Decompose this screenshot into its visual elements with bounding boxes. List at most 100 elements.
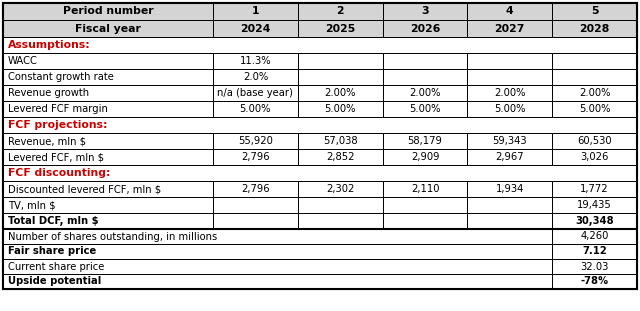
- Bar: [213, 149, 298, 165]
- Bar: [383, 85, 467, 101]
- Bar: [383, 3, 467, 20]
- Text: 55,920: 55,920: [238, 136, 273, 146]
- Bar: [552, 3, 637, 20]
- Bar: [298, 213, 383, 229]
- Text: Assumptions:: Assumptions:: [8, 40, 91, 50]
- Text: FCF discounting:: FCF discounting:: [8, 168, 111, 178]
- Bar: [3, 117, 637, 133]
- Bar: [298, 69, 383, 85]
- Bar: [298, 133, 383, 149]
- Bar: [3, 53, 213, 69]
- Bar: [3, 37, 637, 53]
- Bar: [552, 53, 637, 69]
- Text: 2: 2: [337, 7, 344, 16]
- Text: Fiscal year: Fiscal year: [75, 24, 141, 34]
- Text: Revenue growth: Revenue growth: [8, 88, 89, 98]
- Bar: [383, 69, 467, 85]
- Text: 5.00%: 5.00%: [494, 104, 525, 114]
- Bar: [467, 20, 552, 37]
- Bar: [3, 133, 213, 149]
- Bar: [552, 101, 637, 117]
- Bar: [467, 69, 552, 85]
- Text: 1,934: 1,934: [495, 184, 524, 194]
- Bar: [467, 133, 552, 149]
- Text: 11.3%: 11.3%: [239, 56, 271, 66]
- Text: Levered FCF margin: Levered FCF margin: [8, 104, 108, 114]
- Bar: [213, 197, 298, 213]
- Bar: [552, 244, 637, 259]
- Text: 3: 3: [421, 7, 429, 16]
- Text: 2,852: 2,852: [326, 152, 355, 162]
- Bar: [552, 197, 637, 213]
- Bar: [467, 85, 552, 101]
- Bar: [552, 133, 637, 149]
- Text: Upside potential: Upside potential: [8, 276, 101, 286]
- Bar: [213, 69, 298, 85]
- Bar: [3, 197, 213, 213]
- Bar: [3, 69, 213, 85]
- Bar: [3, 149, 213, 165]
- Bar: [467, 149, 552, 165]
- Text: Constant growth rate: Constant growth rate: [8, 72, 114, 82]
- Bar: [552, 259, 637, 274]
- Bar: [383, 53, 467, 69]
- Text: Discounted levered FCF, mln $: Discounted levered FCF, mln $: [8, 184, 161, 194]
- Text: 2.00%: 2.00%: [324, 88, 356, 98]
- Bar: [552, 69, 637, 85]
- Bar: [552, 229, 637, 244]
- Text: 5: 5: [591, 7, 598, 16]
- Text: TV, mln $: TV, mln $: [8, 200, 56, 210]
- Text: 1: 1: [252, 7, 259, 16]
- Bar: [298, 20, 383, 37]
- Text: Period number: Period number: [63, 7, 154, 16]
- Bar: [383, 181, 467, 197]
- Text: 59,343: 59,343: [493, 136, 527, 146]
- Text: Fair share price: Fair share price: [8, 247, 96, 257]
- Bar: [552, 20, 637, 37]
- Bar: [383, 197, 467, 213]
- Bar: [552, 149, 637, 165]
- Text: 2025: 2025: [325, 24, 355, 34]
- Bar: [298, 101, 383, 117]
- Text: 2,302: 2,302: [326, 184, 355, 194]
- Bar: [467, 53, 552, 69]
- Text: 2,110: 2,110: [411, 184, 439, 194]
- Text: 2,909: 2,909: [411, 152, 439, 162]
- Text: 4,260: 4,260: [580, 231, 609, 242]
- Bar: [298, 85, 383, 101]
- Bar: [3, 181, 213, 197]
- Text: Revenue, mln $: Revenue, mln $: [8, 136, 86, 146]
- Bar: [3, 274, 552, 289]
- Text: 2.00%: 2.00%: [579, 88, 611, 98]
- Text: 32.03: 32.03: [580, 262, 609, 272]
- Text: 3,026: 3,026: [580, 152, 609, 162]
- Bar: [3, 165, 637, 181]
- Text: 57,038: 57,038: [323, 136, 358, 146]
- Text: 19,435: 19,435: [577, 200, 612, 210]
- Bar: [467, 3, 552, 20]
- Text: 30,348: 30,348: [575, 216, 614, 226]
- Bar: [383, 20, 467, 37]
- Text: Number of shares outstanding, in millions: Number of shares outstanding, in million…: [8, 231, 217, 242]
- Bar: [383, 149, 467, 165]
- Text: 2026: 2026: [410, 24, 440, 34]
- Text: Total DCF, mln $: Total DCF, mln $: [8, 216, 99, 226]
- Bar: [3, 85, 213, 101]
- Text: Levered FCF, mln $: Levered FCF, mln $: [8, 152, 104, 162]
- Bar: [213, 181, 298, 197]
- Text: 2.00%: 2.00%: [494, 88, 525, 98]
- Text: 2028: 2028: [579, 24, 610, 34]
- Bar: [552, 274, 637, 289]
- Bar: [3, 229, 552, 244]
- Text: 2,796: 2,796: [241, 184, 269, 194]
- Bar: [467, 181, 552, 197]
- Bar: [467, 101, 552, 117]
- Bar: [213, 85, 298, 101]
- Bar: [3, 244, 552, 259]
- Bar: [383, 101, 467, 117]
- Bar: [298, 149, 383, 165]
- Text: -78%: -78%: [580, 276, 609, 286]
- Bar: [298, 3, 383, 20]
- Text: 2024: 2024: [240, 24, 271, 34]
- Text: 5.00%: 5.00%: [409, 104, 441, 114]
